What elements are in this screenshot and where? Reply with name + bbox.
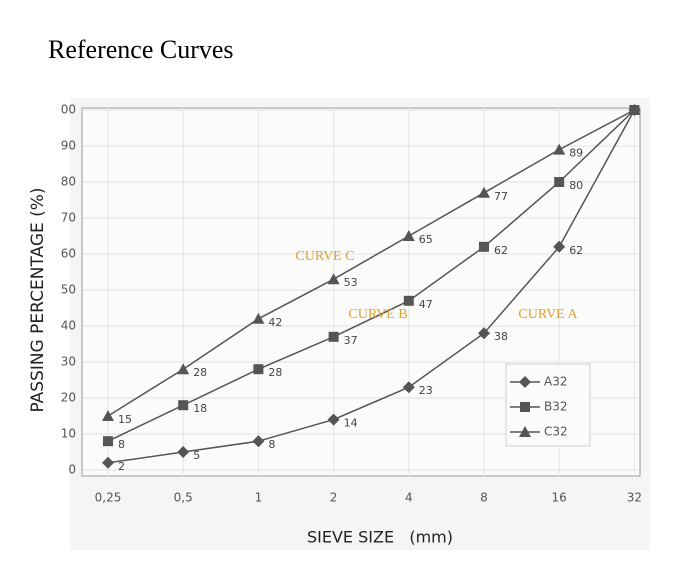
marker (177, 363, 190, 375)
y-tick-label: 40 (61, 319, 76, 333)
data-label: 23 (419, 384, 433, 397)
legend-label: B32 (544, 400, 568, 414)
x-tick-label: 0,5 (174, 491, 193, 505)
data-label: 28 (193, 366, 207, 379)
x-tick-label: 8 (480, 491, 488, 505)
chart-title: Reference Curves (48, 35, 234, 64)
data-label: 42 (268, 316, 282, 329)
data-label: 80 (569, 179, 583, 192)
marker (554, 177, 565, 187)
x-tick-label: 16 (552, 491, 567, 505)
y-tick-label: 00 (61, 103, 76, 117)
marker (102, 456, 114, 469)
marker (252, 312, 265, 324)
y-tick-label: 10 (61, 427, 76, 441)
legend-label: C32 (544, 425, 568, 439)
y-tick-label: 50 (61, 283, 76, 297)
data-label: 37 (344, 334, 358, 347)
marker (402, 230, 415, 241)
marker (478, 327, 490, 340)
marker (520, 402, 530, 412)
marker (102, 410, 114, 421)
x-tick-label: 2 (330, 491, 338, 505)
x-tick-label: 1 (255, 491, 263, 505)
y-tick-label: 70 (61, 211, 76, 225)
marker (478, 186, 490, 198)
marker (519, 426, 531, 437)
marker (252, 435, 265, 448)
data-label: 28 (268, 366, 282, 379)
marker (553, 240, 566, 253)
data-label: 77 (494, 190, 508, 203)
data-label: 15 (118, 413, 132, 426)
y-axis-label: PASSING PERCENTAGE (%) (28, 187, 48, 412)
marker (177, 446, 190, 458)
y-tick-label: 60 (61, 247, 76, 261)
data-label: 65 (419, 233, 433, 246)
data-label: 8 (268, 438, 275, 451)
data-label: 38 (494, 330, 508, 343)
marker (628, 104, 641, 115)
y-tick-label: 30 (61, 355, 76, 369)
marker (327, 273, 340, 285)
x-tick-label: 32 (627, 491, 642, 505)
data-label: 62 (494, 244, 508, 257)
legend-label: A32 (544, 375, 567, 389)
marker (519, 376, 531, 388)
marker (328, 331, 339, 342)
data-label: 18 (193, 402, 207, 415)
marker (403, 295, 414, 306)
data-label: 62 (569, 244, 583, 257)
marker (553, 143, 566, 155)
series-line (107, 109, 635, 417)
marker (103, 436, 113, 447)
series-line (107, 109, 635, 442)
marker (479, 241, 489, 252)
marker (253, 364, 264, 375)
y-tick-label: 90 (61, 139, 76, 153)
x-axis-label: SIEVE SIZE (mm) (307, 528, 453, 547)
data-label: 47 (419, 298, 433, 311)
data-label: 89 (569, 147, 583, 160)
data-label: 2 (118, 460, 125, 473)
annotation: CURVE A (518, 307, 578, 322)
data-label: 5 (193, 449, 200, 462)
annotation: CURVE C (295, 249, 354, 264)
marker (327, 413, 340, 426)
data-label: 14 (344, 417, 358, 430)
x-tick-label: 4 (405, 491, 413, 505)
y-tick-label: 20 (61, 391, 76, 405)
data-label: 53 (344, 276, 358, 289)
series-line (107, 109, 636, 464)
data-label: 8 (118, 438, 125, 451)
marker (178, 400, 189, 411)
y-tick-label: 80 (61, 175, 76, 189)
annotation: CURVE B (348, 307, 407, 322)
x-tick-label: 0,25 (95, 491, 122, 505)
marker (402, 381, 415, 394)
y-tick-label: 0 (68, 463, 76, 477)
